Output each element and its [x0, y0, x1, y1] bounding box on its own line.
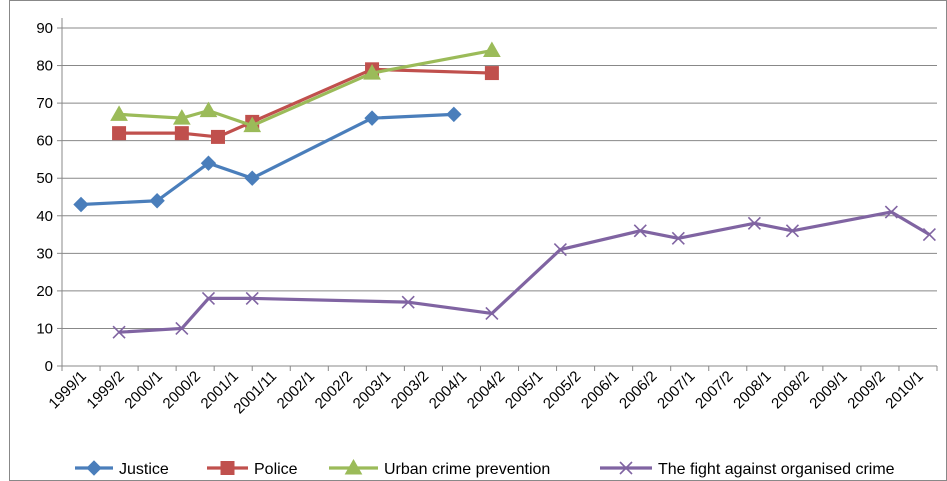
x-marker: [619, 461, 633, 475]
legend-item: The fight against organised crime: [600, 461, 895, 478]
x-marker-stroke: [671, 231, 685, 245]
triangle-marker: [243, 116, 262, 133]
legend-item: Justice: [75, 460, 169, 478]
y-tick-label: 70: [36, 95, 53, 112]
series-urban-crime-prevention: [110, 41, 501, 133]
x-marker-stroke: [175, 321, 189, 336]
diamond-marker: [200, 155, 217, 171]
x-marker: [747, 216, 761, 230]
x-marker-stroke: [401, 295, 415, 309]
x-marker-stroke: [633, 224, 647, 238]
y-tick-label: 40: [36, 208, 53, 225]
x-marker: [401, 295, 415, 309]
y-tick-label: 20: [36, 283, 53, 300]
series-justice: [73, 106, 462, 213]
diamond-marker: [86, 460, 102, 476]
x-marker-stroke: [922, 227, 936, 242]
series-lines: [73, 41, 936, 339]
x-marker: [201, 291, 216, 305]
diamond-marker: [149, 193, 165, 209]
y-tick-label: 30: [36, 245, 53, 262]
diamond-marker: [244, 170, 260, 186]
x-marker: [671, 231, 685, 245]
x-marker-stroke: [245, 291, 259, 305]
x-marker: [922, 227, 936, 242]
x-marker-stroke: [112, 325, 126, 339]
y-tick-label: 10: [36, 320, 53, 337]
x-marker: [553, 243, 567, 257]
y-tick-label: 60: [36, 133, 53, 150]
y-tick-label: 0: [45, 358, 53, 375]
y-tick-label: 90: [36, 20, 53, 37]
legend-item: Police: [207, 461, 298, 478]
triangle-marker: [199, 101, 218, 118]
triangle-marker: [110, 105, 128, 121]
y-tick-label: 50: [36, 170, 53, 187]
legend-item: Urban crime prevention: [329, 458, 550, 478]
x-marker-stroke: [553, 243, 567, 257]
triangle-marker: [483, 41, 501, 58]
diamond-marker: [446, 106, 462, 123]
x-marker: [884, 205, 898, 219]
legend-label: Justice: [119, 461, 169, 478]
square-marker: [174, 126, 189, 141]
triangle-marker: [363, 64, 381, 80]
square-marker: [484, 66, 499, 81]
legend-label: Police: [254, 461, 298, 478]
x-marker-stroke: [485, 306, 499, 320]
legend-label: The fight against organised crime: [658, 461, 895, 478]
diamond-marker: [364, 110, 380, 126]
x-marker: [112, 325, 126, 339]
x-marker-stroke: [619, 461, 633, 475]
legend: Justice Police Urban crime prevention The f…: [75, 458, 895, 478]
x-marker: [175, 321, 189, 336]
legend-label: Urban crime prevention: [384, 461, 550, 478]
x-marker-stroke: [201, 291, 216, 305]
x-marker: [785, 224, 800, 238]
square-marker: [112, 126, 127, 141]
y-tick-label: 80: [36, 58, 53, 75]
x-marker-stroke: [785, 224, 800, 238]
square-marker: [210, 129, 225, 144]
diamond-marker: [73, 196, 89, 213]
x-marker: [485, 306, 499, 320]
x-marker: [245, 291, 259, 305]
gridlines: [62, 27, 937, 329]
x-marker-stroke: [884, 205, 898, 219]
square-marker: [220, 461, 235, 475]
x-marker-stroke: [747, 216, 761, 230]
x-marker: [633, 224, 647, 238]
series-line: [80, 112, 454, 207]
triangle-marker: [344, 458, 363, 475]
series-the-fight-against-organised-crime: [112, 205, 936, 339]
triangle-marker: [172, 109, 191, 125]
series-line: [118, 48, 493, 128]
chart-frame: [9, 0, 947, 481]
